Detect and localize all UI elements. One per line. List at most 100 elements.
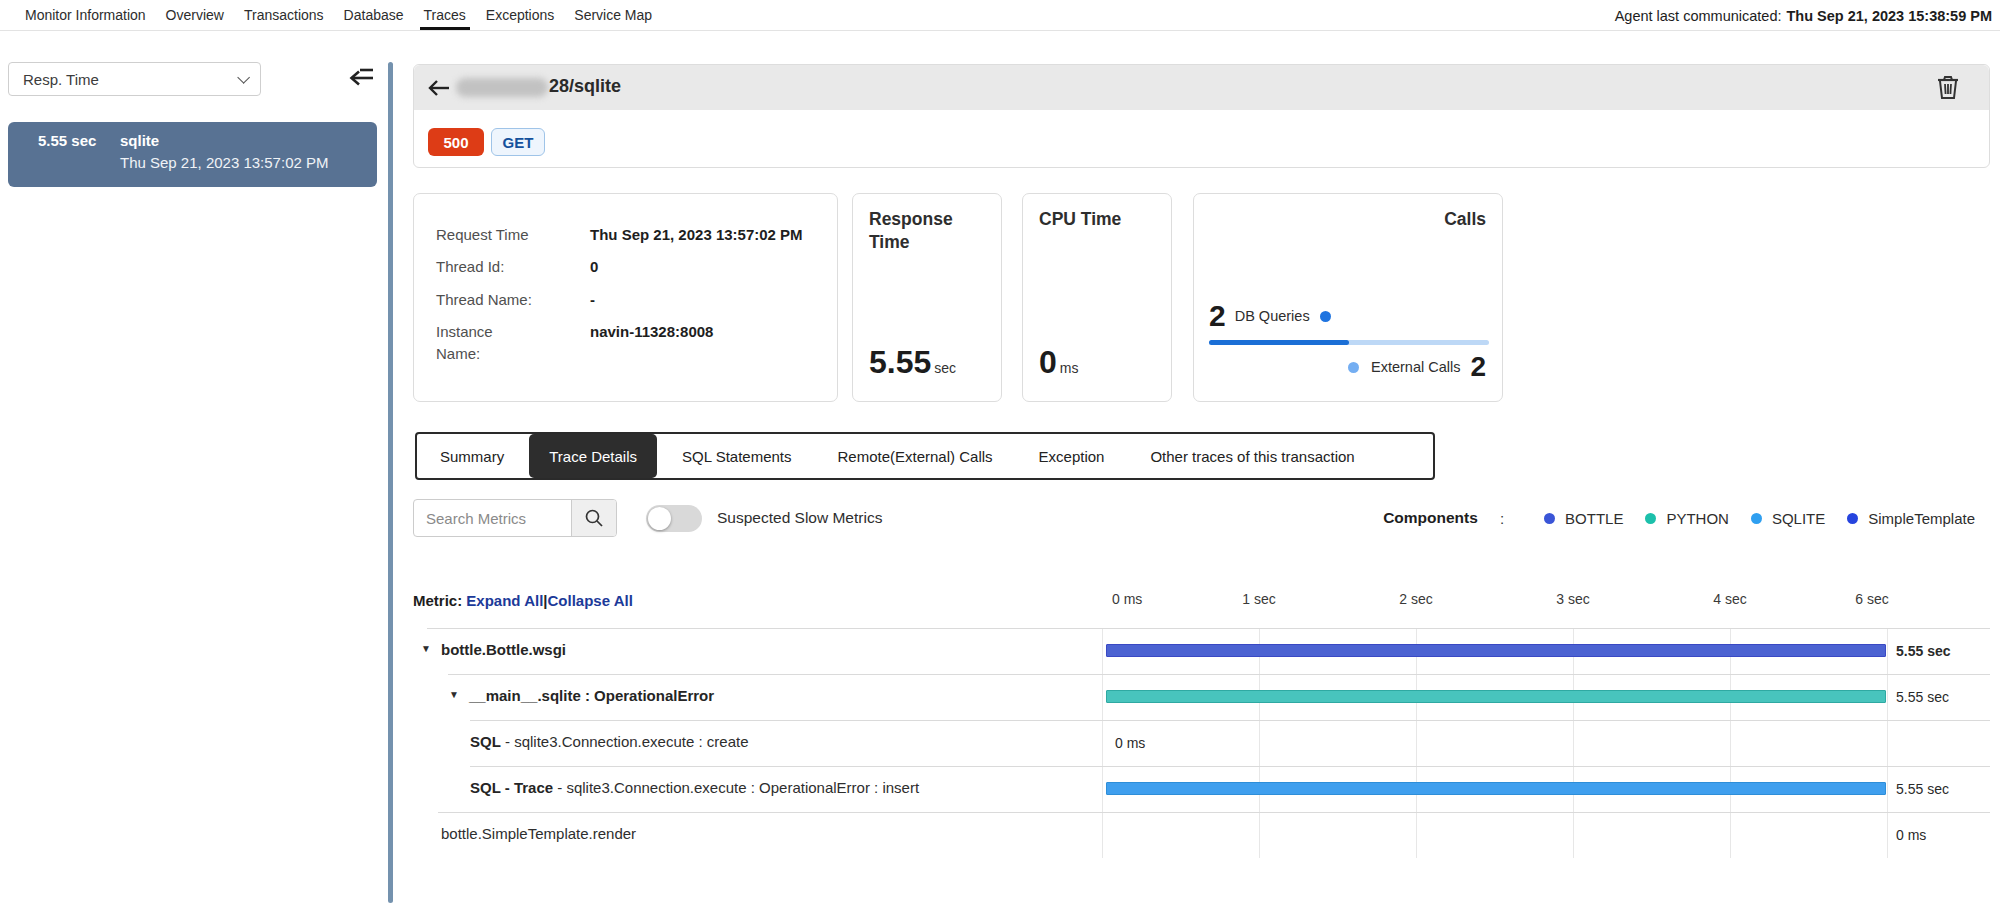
http-method-badge: GET xyxy=(491,128,545,156)
request-time-value: Thu Sep 21, 2023 13:57:02 PM xyxy=(590,224,803,246)
row-duration: 5.55 sec xyxy=(1896,781,1949,797)
trace-row-main-sqlite[interactable]: ▼ __main__.sqlite : OperationalError 5.5… xyxy=(413,674,1990,720)
sidebar-divider xyxy=(388,62,393,903)
nav-overview[interactable]: Overview xyxy=(166,0,224,30)
metric-name: __main__.sqlite : OperationalError xyxy=(469,687,714,704)
response-time-value: 5.55sec xyxy=(869,344,956,381)
tab-trace-details[interactable]: Trace Details xyxy=(529,434,657,478)
collapse-arrow-icon xyxy=(347,61,375,89)
nav-monitor-information[interactable]: Monitor Information xyxy=(25,0,146,30)
tab-summary[interactable]: Summary xyxy=(417,434,527,478)
collapse-caret-icon[interactable]: ▼ xyxy=(449,689,459,700)
nav-items: Monitor Information Overview Transaction… xyxy=(0,0,652,30)
nav-exceptions[interactable]: Exceptions xyxy=(486,0,554,30)
collapse-all-link[interactable]: Collapse All xyxy=(548,592,633,609)
row-duration: 0 ms xyxy=(1896,827,1926,843)
metric-name: SQL xyxy=(470,733,501,750)
toggle-knob xyxy=(648,507,671,530)
legend-bottle: BOTTLE xyxy=(1544,510,1623,527)
search-button[interactable] xyxy=(571,500,616,536)
trace-row-sql-create[interactable]: SQL - sqlite3.Connection.execute : creat… xyxy=(413,720,1990,766)
thread-id-row: Thread Id: 0 xyxy=(436,256,598,278)
external-calls-count: 2 xyxy=(1470,352,1486,382)
cpu-time-value: 0ms xyxy=(1039,344,1078,381)
nav-transactions[interactable]: Transactions xyxy=(244,0,324,30)
thread-id-label: Thread Id: xyxy=(436,256,533,278)
simpletemplate-dot-icon xyxy=(1847,513,1858,524)
calls-card: Calls 2 DB Queries External Calls 2 xyxy=(1193,193,1503,402)
thread-name-value: - xyxy=(590,289,595,311)
apm-trace-page: Monitor Information Overview Transaction… xyxy=(0,0,2000,907)
tab-exception[interactable]: Exception xyxy=(1016,434,1128,478)
nav-traces[interactable]: Traces xyxy=(424,0,466,30)
db-queries-dot-icon xyxy=(1320,311,1331,322)
sqlite-dot-icon xyxy=(1751,513,1762,524)
tab-remote-external-calls[interactable]: Remote(External) Calls xyxy=(815,434,1016,478)
components-colon: : xyxy=(1500,510,1504,527)
external-calls-dot-icon xyxy=(1348,362,1359,373)
bottle-dot-icon xyxy=(1544,513,1555,524)
nav-service-map[interactable]: Service Map xyxy=(574,0,652,30)
axis-6sec: 6 sec xyxy=(1855,591,1888,607)
status-code-badge: 500 xyxy=(428,128,484,156)
search-icon xyxy=(584,508,604,528)
suspected-slow-metrics-toggle[interactable] xyxy=(646,505,702,532)
suspected-slow-metrics-label: Suspected Slow Metrics xyxy=(717,509,882,527)
request-info-card: Request Time Thu Sep 21, 2023 13:57:02 P… xyxy=(413,193,838,402)
instance-name-value: navin-11328:8008 xyxy=(590,321,713,365)
components-title: Components xyxy=(1383,509,1478,527)
instance-name-row: Instance Name: navin-11328:8008 xyxy=(436,321,713,365)
detail-tabs: Summary Trace Details SQL Statements Rem… xyxy=(415,432,1435,480)
agent-last-communicated: Agent last communicated: Thu Sep 21, 202… xyxy=(1615,0,1992,31)
thread-name-label: Thread Name: xyxy=(436,289,533,311)
trace-row-sql-trace-insert[interactable]: SQL - Trace - sqlite3.Connection.execute… xyxy=(413,766,1990,812)
row-duration: 5.55 sec xyxy=(1896,689,1949,705)
back-button[interactable] xyxy=(426,75,452,101)
legend-python: PYTHON xyxy=(1645,510,1729,527)
sort-dropdown[interactable]: Resp. Time xyxy=(8,62,261,96)
axis-2sec: 2 sec xyxy=(1399,591,1432,607)
expand-all-link[interactable]: Expand All xyxy=(466,592,543,609)
trace-title: 28/sqlite xyxy=(549,76,621,97)
collapse-sidebar-button[interactable] xyxy=(344,58,378,92)
trace-item-name: sqlite xyxy=(120,132,159,149)
tab-other-traces[interactable]: Other traces of this transaction xyxy=(1127,434,1377,478)
agent-label: Agent last communicated: xyxy=(1615,8,1782,24)
top-nav: Monitor Information Overview Transaction… xyxy=(0,0,2000,31)
response-time-card: Response Time 5.55sec xyxy=(852,193,1002,402)
instance-name-label: Instance Name: xyxy=(436,321,533,365)
python-dot-icon xyxy=(1645,513,1656,524)
trace-item-duration: 5.55 sec xyxy=(38,132,96,149)
trace-header-bar: 28/sqlite xyxy=(414,65,1989,110)
collapse-caret-icon[interactable]: ▼ xyxy=(421,643,431,654)
trace-header-panel: 28/sqlite 500 GET xyxy=(413,64,1990,168)
thread-id-value: 0 xyxy=(590,256,598,278)
response-time-number: 5.55 xyxy=(869,344,931,380)
thread-name-row: Thread Name: - xyxy=(436,289,595,311)
tab-sql-statements[interactable]: SQL Statements xyxy=(659,434,815,478)
trace-list-item[interactable]: 5.55 sec sqlite Thu Sep 21, 2023 13:57:0… xyxy=(8,122,377,187)
trash-icon xyxy=(1937,75,1959,100)
duration-bar-bottle xyxy=(1106,644,1886,657)
trace-row-simpletemplate-render[interactable]: bottle.SimpleTemplate.render 0 ms xyxy=(413,812,1990,858)
simpletemplate-label: SimpleTemplate xyxy=(1868,510,1975,527)
response-time-unit: sec xyxy=(934,360,956,376)
agent-timestamp: Thu Sep 21, 2023 15:38:59 PM xyxy=(1786,8,1992,24)
axis-4sec: 4 sec xyxy=(1713,591,1746,607)
search-metrics-box xyxy=(413,499,617,537)
search-metrics-input[interactable] xyxy=(414,500,571,536)
trace-row-bottle-wsgi[interactable]: ▼ bottle.Bottle.wsgi 5.55 sec xyxy=(413,628,1990,674)
external-calls-label: External Calls xyxy=(1371,359,1460,375)
db-queries-label: DB Queries xyxy=(1235,308,1310,324)
cpu-time-number: 0 xyxy=(1039,344,1057,380)
python-label: PYTHON xyxy=(1666,510,1729,527)
nav-database[interactable]: Database xyxy=(344,0,404,30)
duration-bar-python xyxy=(1106,690,1886,703)
cpu-time-title: CPU Time xyxy=(1039,208,1121,231)
calls-ratio-bar xyxy=(1209,340,1489,345)
metric-name: SQL - Trace xyxy=(470,779,553,796)
trace-item-timestamp: Thu Sep 21, 2023 13:57:02 PM xyxy=(120,154,328,171)
metric-name: bottle.Bottle.wsgi xyxy=(441,641,566,658)
db-queries-row: 2 DB Queries xyxy=(1209,301,1331,331)
delete-trace-button[interactable] xyxy=(1937,75,1961,101)
